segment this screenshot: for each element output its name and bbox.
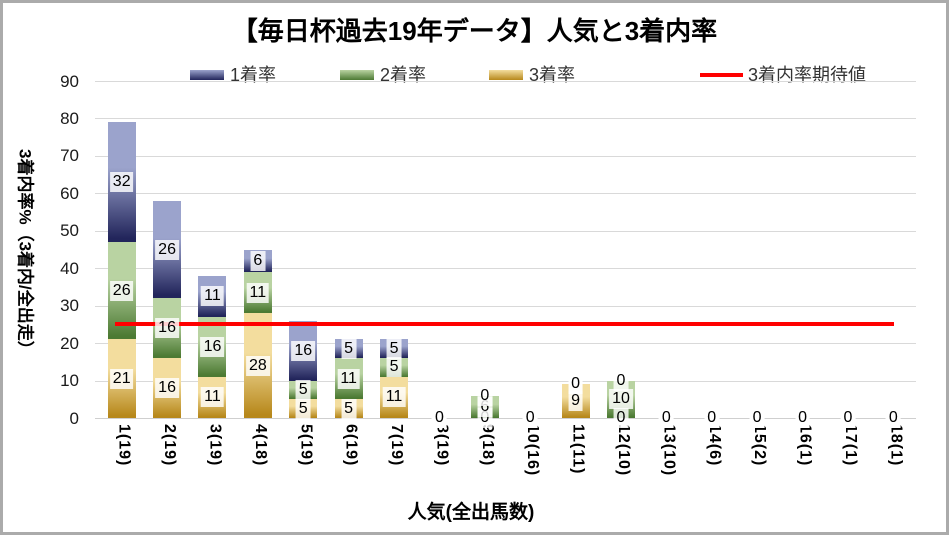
legend-box-marker [489,70,523,80]
bar-data-label: 16 [291,340,316,361]
y-tick-label: 80 [60,108,79,128]
bar-data-label: 32 [109,172,134,193]
gridline-y70 [95,155,916,157]
x-tick-label: 11(11) [569,424,587,475]
bar-data-label: 11 [337,368,360,389]
bar-data-label: 16 [200,336,225,357]
gridline-y60 [95,193,916,195]
y-tick-label: 70 [60,146,79,166]
x-tick-label: 15(2) [751,424,769,467]
x-axis-title: 人気(全出馬数) [407,502,535,523]
gridline-y10 [95,380,916,382]
y-tick-label: 90 [60,71,79,91]
gridline-y0 [95,418,916,419]
bar-data-label: 16 [155,378,179,399]
legend-label: 1着率 [230,65,277,85]
bar-data-label: 0 [431,408,447,428]
bar-data-label: 0 [522,408,538,428]
x-tick-label: 1(19) [115,424,133,467]
gridline-y30 [95,305,916,307]
bar-data-label: 5 [386,357,402,378]
bar-data-label: 11 [201,286,224,307]
bar-data-label: 28 [245,355,270,376]
x-tick-label: 16(1) [796,424,814,467]
x-tick-label: 8(19) [433,424,451,467]
bar-data-label: 16 [155,318,179,339]
legend-box-marker [190,70,224,80]
y-tick-label: 60 [60,183,79,203]
bar-data-label: 0 [885,408,901,428]
bar-data-label: 0 [840,408,856,428]
x-tick-label: 18(1) [887,424,905,467]
bar-data-label: 0 [568,374,584,395]
y-tick-label: 40 [60,258,79,278]
x-tick-label: 9(18) [478,424,496,467]
legend-label: 3着内率期待値 [748,65,867,85]
legend-line-marker [700,73,743,77]
bar-data-label: 9 [568,391,584,412]
chart-title: 【毎日杯過去19年データ】人気と3着内率 [231,16,718,46]
x-tick-label: 17(1) [841,424,859,467]
y-tick-label: 10 [60,371,79,391]
bar-data-label: 26 [155,239,179,260]
x-tick-label: 10(16) [524,424,542,477]
bar-data-label: 0 [613,408,629,428]
reference-line [114,322,895,327]
x-tick-label: 12(10) [614,424,632,477]
x-tick-label: 4(18) [251,424,269,467]
x-tick-label: 14(6) [705,424,723,467]
x-tick-label: 5(19) [297,424,315,467]
bar-data-label: 10 [609,389,633,410]
bar-data-label: 0 [749,408,765,428]
bar-data-label: 5 [295,379,311,400]
legend-label: 2着率 [380,65,427,85]
x-tick-label: 7(19) [388,424,406,467]
bar-data-label: 0 [477,385,493,406]
gridline-y90 [95,81,916,82]
bar-data-label: 26 [109,280,134,301]
y-tick-label: 50 [60,221,79,241]
bar-data-label: 0 [795,408,810,428]
x-tick-label: 6(19) [342,424,360,467]
gridline-y50 [95,230,916,232]
gridline-y20 [95,343,916,345]
bar-data-label: 0 [613,370,629,391]
bar-data-label: 5 [341,398,357,419]
y-axis-title: 3着内率%（3着内/全出走） [15,148,35,358]
bar-data-label: 0 [704,408,720,428]
x-tick-label: 13(10) [660,424,678,477]
y-tick-label: 30 [60,296,79,316]
bar-data-label: 11 [382,387,406,408]
x-tick-label: 2(19) [161,424,179,467]
gridline-y40 [95,268,916,270]
bar-data-label: 11 [246,282,270,303]
bar-data-label: 21 [109,368,134,389]
bar-data-label: 5 [341,338,357,359]
legend-box-marker [340,70,374,80]
legend-label: 3着率 [529,65,576,85]
bar-data-label: 0 [658,408,674,428]
y-tick-label: 0 [69,408,79,428]
bar-data-label: 11 [201,387,224,408]
bar-data-label: 5 [295,398,311,419]
gridline-y80 [95,118,916,120]
x-tick-label: 3(19) [206,424,224,467]
bar-data-label: 6 [250,250,266,271]
y-tick-label: 20 [60,333,79,353]
bar-data-label: 5 [386,338,402,359]
